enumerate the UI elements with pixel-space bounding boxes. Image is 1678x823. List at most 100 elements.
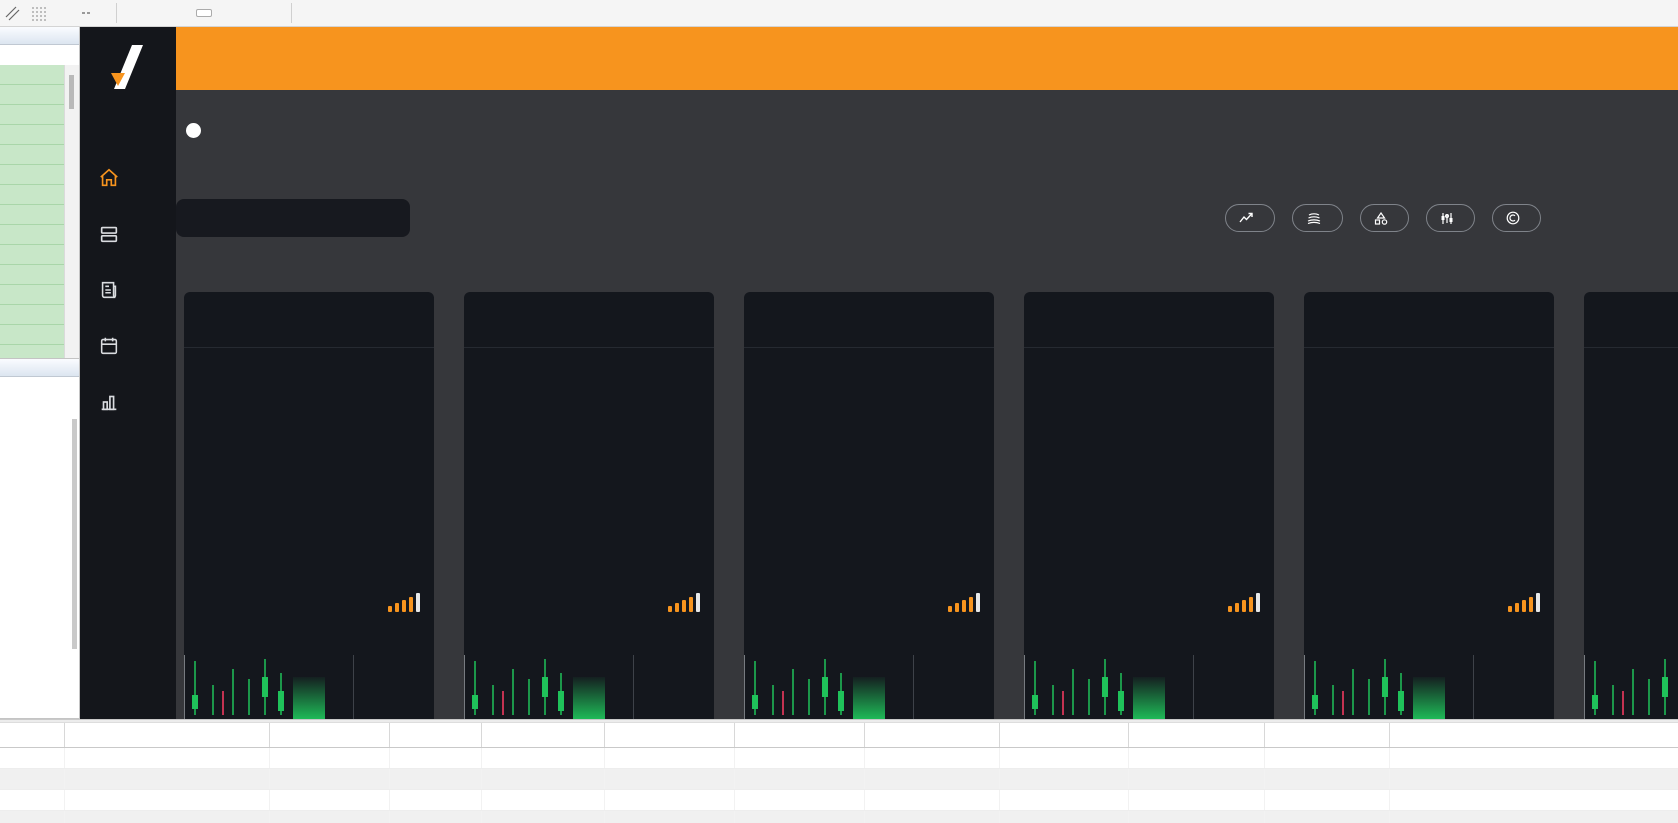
market-watch-column-headers[interactable] [0, 45, 79, 67]
quote-row[interactable] [0, 145, 65, 165]
list-item[interactable] [0, 473, 79, 490]
filters-dropdown[interactable] [176, 199, 410, 237]
trade-sl [735, 811, 865, 823]
trade-history-table [0, 719, 1678, 823]
text-tool[interactable] [82, 12, 90, 14]
list-item[interactable] [0, 591, 79, 608]
column-header-type[interactable] [270, 723, 390, 747]
trade-size [390, 769, 482, 789]
trade-symbol [482, 811, 605, 823]
quote-row[interactable] [0, 105, 65, 125]
timeframe-mn[interactable] [268, 9, 284, 17]
trade-idea-card[interactable] [1584, 292, 1678, 719]
trade-commission [1129, 790, 1265, 810]
list-item[interactable] [0, 537, 79, 554]
column-header-swap[interactable] [1265, 723, 1390, 747]
card-header [744, 292, 994, 348]
equidistant-channel-icon[interactable] [0, 2, 26, 24]
timeframe-d1[interactable] [232, 9, 248, 17]
quote-row[interactable] [0, 285, 65, 305]
column-header-close-price[interactable] [1000, 723, 1129, 747]
list-item[interactable] [0, 564, 79, 581]
timeframe-w1[interactable] [250, 9, 266, 17]
trade-size [390, 790, 482, 810]
table-row[interactable] [0, 748, 1678, 769]
filter-pill-currency[interactable] [1292, 204, 1343, 232]
candles-icon [1440, 212, 1454, 225]
quote-row[interactable] [0, 345, 65, 358]
quote-row[interactable] [0, 245, 65, 265]
filter-pill-crypto[interactable] [1492, 204, 1541, 232]
trade-ideas-carousel[interactable] [184, 292, 1678, 719]
quote-row[interactable] [0, 185, 65, 205]
trade-idea-card[interactable] [184, 292, 434, 719]
trade-swap [1265, 748, 1390, 768]
trade-symbol [482, 748, 605, 768]
icon-column-header[interactable] [0, 723, 65, 747]
trade-size [390, 811, 482, 823]
quote-row[interactable] [0, 265, 65, 285]
column-header-symbol[interactable] [482, 723, 605, 747]
column-header-profit[interactable] [1390, 723, 1678, 747]
fibonacci-icon[interactable] [26, 2, 52, 24]
trade-idea-card[interactable] [464, 292, 714, 719]
mini-candle-chart [184, 655, 434, 719]
brand-logo [102, 41, 154, 93]
list-item[interactable] [0, 646, 79, 663]
list-item[interactable] [0, 510, 79, 527]
scrollbar-thumb[interactable] [72, 419, 77, 649]
mini-candle-chart [1584, 655, 1678, 719]
column-header-price[interactable] [605, 723, 735, 747]
scrollbar-thumb[interactable] [69, 75, 74, 109]
trade-type [270, 790, 390, 810]
sidebar-item-home[interactable] [98, 167, 130, 189]
quote-row[interactable] [0, 125, 65, 145]
scrollbar[interactable] [64, 65, 79, 358]
trade-sl [735, 769, 865, 789]
card-fields [758, 416, 980, 648]
timeframe-m15[interactable] [160, 9, 176, 17]
trade-open-price [605, 811, 735, 823]
column-header-sl[interactable] [735, 723, 865, 747]
trade-close-price [1000, 769, 1129, 789]
quote-row[interactable] [0, 305, 65, 325]
quote-row[interactable] [0, 225, 65, 245]
list-item[interactable] [0, 442, 79, 459]
table-row[interactable] [0, 769, 1678, 790]
trade-idea-card[interactable] [1304, 292, 1554, 719]
quote-row[interactable] [0, 165, 65, 185]
table-row[interactable] [0, 790, 1678, 811]
timeframe-m1[interactable] [124, 9, 140, 17]
column-header-commission[interactable] [1129, 723, 1265, 747]
sidebar-item-assets[interactable] [98, 223, 130, 245]
confidence-meter [1508, 592, 1540, 612]
timeframe-h4[interactable] [214, 9, 230, 17]
column-header-tp[interactable] [865, 723, 1000, 747]
column-header-time[interactable] [65, 723, 270, 747]
column-header-size[interactable] [390, 723, 482, 747]
navigator-panel [0, 358, 80, 719]
table-row[interactable] [0, 811, 1678, 823]
quote-row[interactable] [0, 85, 65, 105]
trade-idea-card[interactable] [744, 292, 994, 719]
filter-pill-commodity[interactable] [1360, 204, 1409, 232]
quote-row[interactable] [0, 65, 65, 85]
card-header [1024, 292, 1274, 348]
filter-pill-equity[interactable] [1225, 204, 1275, 232]
sidebar-item-calendar[interactable] [98, 335, 130, 357]
timeframe-m30[interactable] [178, 9, 194, 17]
page-title [180, 119, 201, 138]
info-icon[interactable] [186, 123, 201, 138]
trade-swap [1265, 811, 1390, 823]
filter-pill-index[interactable] [1426, 204, 1475, 232]
table-header-row [0, 723, 1678, 748]
timeframe-m5[interactable] [142, 9, 158, 17]
quote-row[interactable] [0, 205, 65, 225]
sidebar-item-news[interactable] [98, 279, 130, 301]
candles [744, 655, 913, 719]
list-item[interactable] [0, 409, 79, 426]
trade-idea-card[interactable] [1024, 292, 1274, 719]
sidebar-item-analysis[interactable] [98, 391, 130, 413]
timeframe-h1[interactable] [196, 9, 212, 17]
quote-row[interactable] [0, 325, 65, 345]
